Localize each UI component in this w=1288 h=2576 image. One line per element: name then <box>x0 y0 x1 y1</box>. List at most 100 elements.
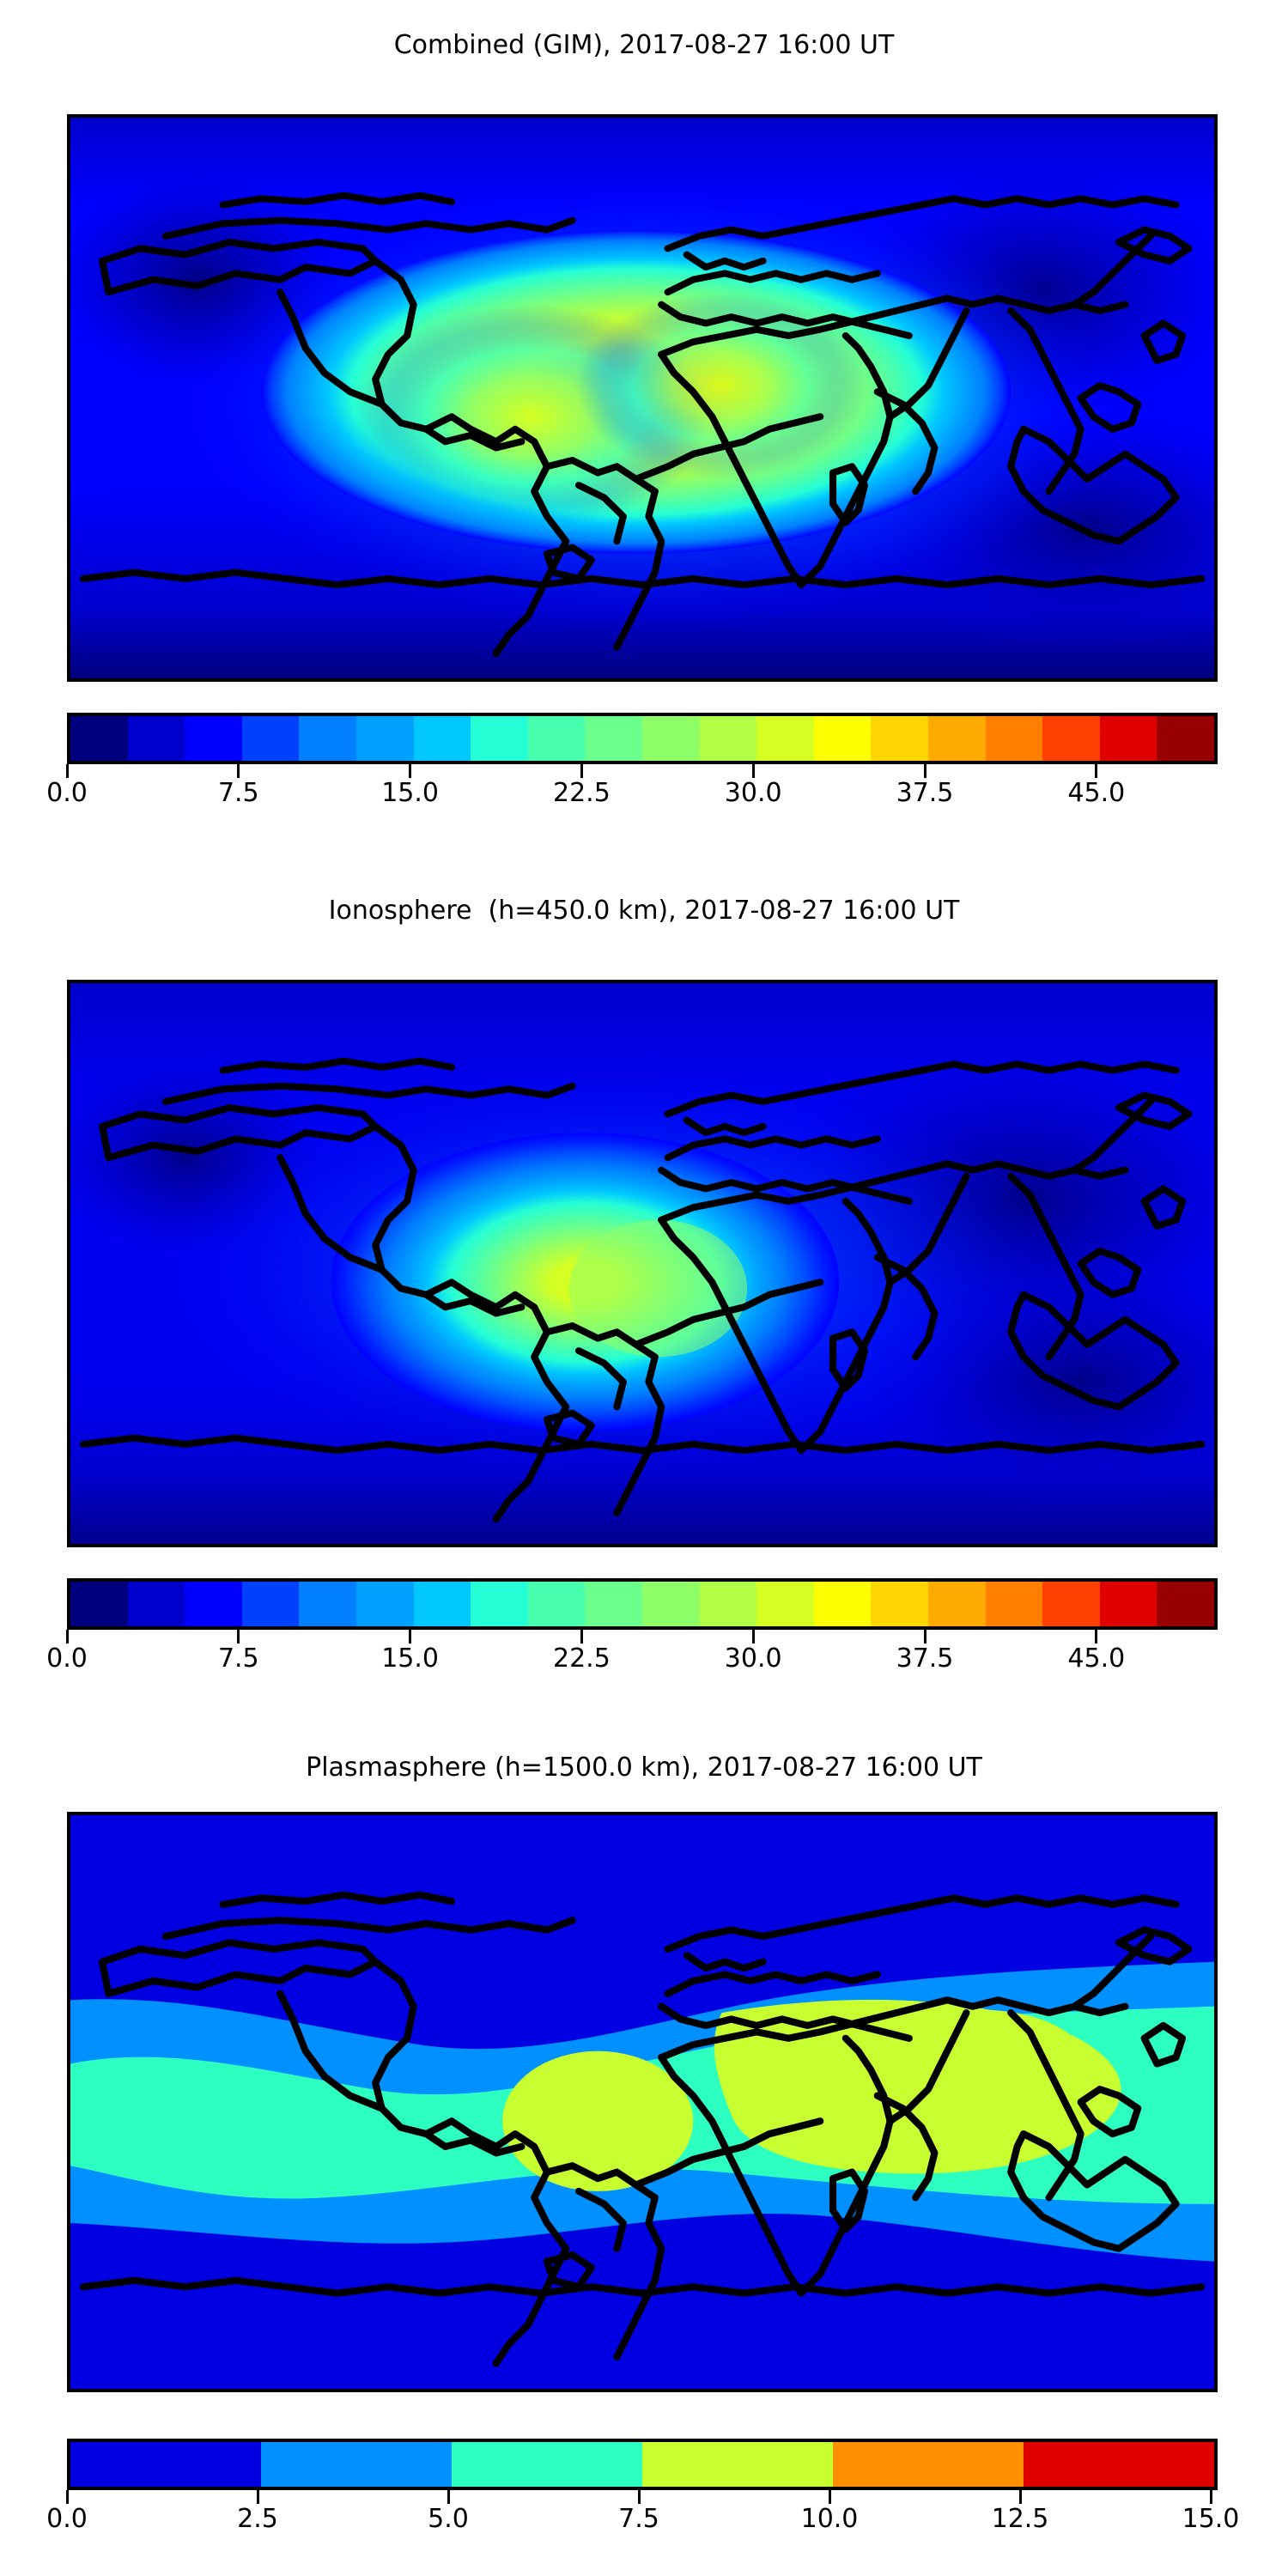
map-ionosphere <box>67 980 1218 1547</box>
map-combined-gim <box>67 114 1218 682</box>
colorbar-tick <box>65 764 69 778</box>
colorbar-tick <box>637 2490 641 2504</box>
colorbar-segment <box>813 1582 872 1626</box>
colorbar-segment <box>871 1582 928 1626</box>
colorbar-tick <box>1095 1630 1098 1643</box>
colorbar-segment <box>241 716 300 761</box>
panel-title-ionosphere: Ionosphere (h=450.0 km), 2017-08-27 16:0… <box>328 896 960 926</box>
colorbar-tick <box>237 1630 240 1643</box>
coastlines-plasmasphere <box>79 1891 1206 2367</box>
colorbar-segment <box>985 1582 1043 1626</box>
map-field-ionosphere <box>70 983 1214 1544</box>
colorbar-ionosphere: 0.0 7.5 15.0 22.5 30.0 37.5 45.0 <box>46 1578 1218 1678</box>
colorbar-tick-label: 0.0 <box>46 1643 88 1674</box>
colorbar-segment <box>1042 1582 1100 1626</box>
colorbar-tick-label: 2.5 <box>237 2504 278 2534</box>
colorbar-segment <box>833 2442 1024 2487</box>
colorbar-segment <box>585 1582 642 1626</box>
colorbar-tick-label: 30.0 <box>724 1643 782 1674</box>
colorbar-segment <box>699 1582 757 1626</box>
map-canvas-combined <box>70 118 1214 678</box>
panel-title-plasmasphere: Plasmasphere (h=1500.0 km), 2017-08-27 1… <box>306 1753 982 1783</box>
colorbar-tick <box>409 1630 412 1643</box>
colorbar-segment <box>871 716 928 761</box>
coastlines-ionosphere <box>79 1057 1206 1522</box>
colorbar-tick-label: 0.0 <box>46 2504 88 2534</box>
colorbar-segment <box>127 716 185 761</box>
colorbar-tick-label: 15.0 <box>381 778 439 808</box>
colorbar-segment <box>413 1582 471 1626</box>
panel-ionosphere: Ionosphere (h=450.0 km), 2017-08-27 16:0… <box>0 866 1288 1726</box>
colorbar-segment <box>642 2442 833 2487</box>
colorbar-tick <box>751 764 755 778</box>
colorbar-segment <box>452 2442 642 2487</box>
colorbar-tick-label: 45.0 <box>1067 778 1126 808</box>
colorbar-segment <box>585 716 642 761</box>
map-field-plasmasphere <box>70 1815 1214 2389</box>
colorbar-segment <box>299 716 356 761</box>
colorbar-combined-ticks <box>64 764 1214 778</box>
colorbar-tick-label: 0.0 <box>46 778 88 808</box>
colorbar-segment <box>471 1582 528 1626</box>
colorbar-tick-label: 15.0 <box>1182 2504 1240 2534</box>
colorbar-combined: 0.0 7.5 15.0 22.5 30.0 37.5 45.0 <box>46 713 1218 812</box>
colorbar-tick-label: 37.5 <box>896 778 954 808</box>
colorbar-tick-label: 22.5 <box>552 1643 611 1674</box>
colorbar-segment <box>70 2442 261 2487</box>
colorbar-segment <box>185 716 242 761</box>
colorbar-segment <box>241 1582 300 1626</box>
colorbar-tick <box>1095 764 1098 778</box>
colorbar-plasmasphere: 0.0 2.5 5.0 7.5 10.0 12.5 15.0 <box>46 2439 1239 2538</box>
colorbar-tick-label: 10.0 <box>800 2504 859 2534</box>
colorbar-tick <box>237 764 240 778</box>
colorbar-segment <box>185 1582 242 1626</box>
colorbar-tick-label: 7.5 <box>217 1643 259 1674</box>
colorbar-combined-gradient <box>67 713 1218 764</box>
colorbar-segment <box>1024 2442 1214 2487</box>
colorbar-segment <box>527 716 586 761</box>
colorbar-combined-labels: 0.0 7.5 15.0 22.5 30.0 37.5 45.0 <box>46 778 1214 812</box>
colorbar-tick <box>580 764 583 778</box>
colorbar-tick <box>923 764 927 778</box>
panel-combined-gim: Combined (GIM), 2017-08-27 16:00 UT <box>0 0 1288 859</box>
colorbar-ionosphere-labels: 0.0 7.5 15.0 22.5 30.0 37.5 45.0 <box>46 1643 1214 1678</box>
colorbar-tick <box>828 2490 831 2504</box>
colorbar-tick <box>580 1630 583 1643</box>
colorbar-tick-label: 37.5 <box>896 1643 954 1674</box>
colorbar-tick <box>65 1630 69 1643</box>
colorbar-segment <box>1099 716 1157 761</box>
colorbar-plasmasphere-gradient <box>67 2439 1218 2490</box>
colorbar-ionosphere-ticks <box>64 1630 1214 1643</box>
colorbar-segment <box>1099 1582 1157 1626</box>
colorbar-segment <box>927 716 986 761</box>
panel-title-combined: Combined (GIM), 2017-08-27 16:00 UT <box>393 30 895 60</box>
colorbar-segment <box>70 716 128 761</box>
colorbar-tick <box>65 2490 69 2504</box>
colorbar-tick <box>1209 2490 1212 2504</box>
colorbar-segment <box>1157 716 1214 761</box>
map-field-combined <box>70 118 1214 678</box>
colorbar-tick-label: 12.5 <box>991 2504 1049 2534</box>
colorbar-tick-label: 45.0 <box>1067 1643 1126 1674</box>
colorbar-tick <box>447 2490 450 2504</box>
colorbar-tick-label: 30.0 <box>724 778 782 808</box>
colorbar-segment <box>699 716 757 761</box>
colorbar-segment <box>471 716 528 761</box>
colorbar-segment <box>927 1582 986 1626</box>
colorbar-plasmasphere-labels: 0.0 2.5 5.0 7.5 10.0 12.5 15.0 <box>46 2504 1239 2538</box>
colorbar-segment <box>413 716 471 761</box>
colorbar-tick <box>409 764 412 778</box>
colorbar-segment <box>261 2442 452 2487</box>
colorbar-segment <box>813 716 872 761</box>
map-canvas-plasmasphere <box>70 1815 1214 2389</box>
colorbar-tick-label: 7.5 <box>618 2504 659 2534</box>
coastlines-combined <box>79 191 1206 657</box>
colorbar-tick <box>256 2490 259 2504</box>
colorbar-segment <box>641 716 700 761</box>
colorbar-ionosphere-gradient <box>67 1578 1218 1630</box>
colorbar-segment <box>641 1582 700 1626</box>
colorbar-segment <box>355 1582 414 1626</box>
colorbar-tick <box>1018 2490 1022 2504</box>
colorbar-segment <box>70 1582 128 1626</box>
